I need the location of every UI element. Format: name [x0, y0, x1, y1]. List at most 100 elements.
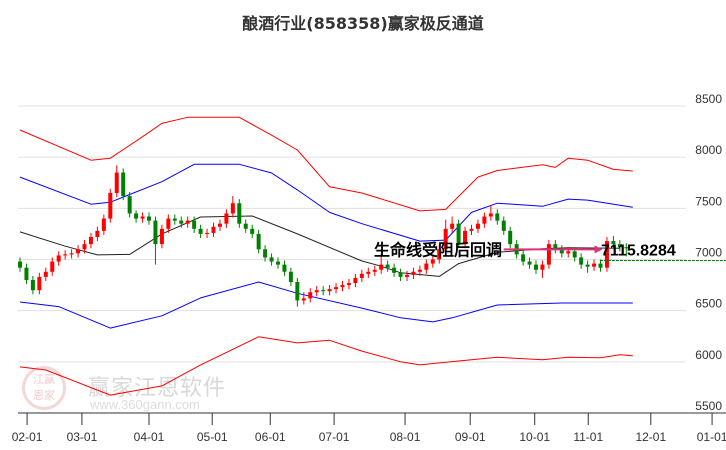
- candle-up: [63, 254, 68, 256]
- candle-down: [192, 220, 197, 229]
- y-tick-label: 8000: [695, 143, 722, 157]
- candle-up: [50, 261, 55, 272]
- candle-down: [282, 264, 287, 272]
- x-tick-label: 08-01: [390, 430, 421, 444]
- candle-down: [179, 220, 184, 224]
- candle-down: [172, 218, 177, 221]
- candle-down: [624, 247, 629, 249]
- x-tick-label: 09-01: [455, 430, 486, 444]
- candle-down: [269, 257, 274, 262]
- candle-up: [95, 230, 100, 237]
- x-tick-label: 12-01: [635, 430, 666, 444]
- candle-down: [237, 203, 242, 224]
- candle-up: [56, 255, 61, 262]
- candle-up: [230, 203, 235, 214]
- candle-up: [604, 241, 609, 268]
- x-tick-label: 01-01: [697, 430, 726, 444]
- candle-up: [224, 213, 229, 224]
- candle-up: [82, 244, 87, 250]
- candle-up: [108, 192, 113, 219]
- band-outer-upper: [19, 116, 633, 212]
- candle-up: [308, 292, 313, 299]
- arrow-head-icon: [594, 245, 603, 254]
- candle-down: [579, 257, 584, 265]
- candle-down: [553, 244, 558, 250]
- candle-up: [540, 264, 545, 270]
- candle-up: [488, 213, 493, 217]
- candle-up: [450, 223, 455, 229]
- band-inner-upper: [19, 163, 633, 242]
- candle-up: [76, 249, 81, 254]
- y-tick-label: 7000: [695, 246, 722, 260]
- candle-up: [327, 289, 332, 292]
- candle-down: [256, 233, 261, 250]
- y-tick-label: 5500: [695, 399, 722, 413]
- y-tick-label: 6500: [695, 297, 722, 311]
- candle-up: [411, 271, 416, 275]
- band-outer-lower: [19, 336, 633, 396]
- candle-down: [585, 264, 590, 267]
- y-tick-label: 6000: [695, 348, 722, 362]
- candle-down: [534, 264, 538, 270]
- last-price-label: 7115.8284: [601, 242, 676, 259]
- candle-down: [147, 216, 151, 221]
- candle-down: [30, 279, 35, 291]
- candle-up: [379, 264, 384, 270]
- candle-down: [198, 228, 203, 234]
- candle-up: [475, 223, 480, 229]
- band-inner-lower: [19, 281, 633, 329]
- candle-up: [140, 216, 145, 219]
- candle-down: [501, 220, 506, 231]
- candle-down: [495, 213, 500, 221]
- candle-down: [243, 223, 248, 229]
- x-tick-label: 11-01: [573, 430, 603, 444]
- candle-down: [24, 267, 29, 280]
- candle-up: [592, 263, 597, 267]
- candle-up: [469, 228, 474, 231]
- candle-up: [334, 287, 339, 290]
- candle-up: [437, 249, 442, 260]
- candle-up: [301, 298, 306, 301]
- x-tick-label: 05-01: [197, 430, 228, 444]
- candle-up: [37, 276, 42, 291]
- candle-down: [598, 263, 603, 268]
- watermark-brand: 赢家江恩软件: [88, 376, 227, 401]
- candle-up: [205, 232, 210, 234]
- candle-up: [114, 172, 119, 193]
- candle-up: [346, 283, 351, 286]
- candle-up: [359, 273, 364, 278]
- candle-up: [340, 285, 345, 288]
- candle-up: [482, 216, 487, 224]
- x-tick-label: 06-01: [255, 430, 286, 444]
- candle-up: [211, 226, 216, 233]
- annotation-text: 生命线受阻后回调: [374, 240, 502, 259]
- candle-up: [353, 277, 358, 284]
- x-tick-label: 02-01: [12, 430, 43, 444]
- candle-down: [521, 254, 526, 262]
- chart-title: 酿酒行业(858358)赢家极反通道: [242, 14, 484, 33]
- candle-down: [611, 241, 616, 245]
- x-tick-label: 10-01: [519, 430, 550, 444]
- candle-up: [185, 220, 190, 224]
- candle-up: [88, 236, 93, 245]
- candle-down: [276, 261, 280, 265]
- candle-up: [314, 290, 319, 293]
- candle-up: [405, 274, 409, 277]
- candle-up: [166, 218, 171, 229]
- candle-down: [321, 290, 326, 292]
- candle-down: [456, 223, 461, 245]
- candle-up: [101, 218, 106, 231]
- candle-up: [430, 259, 435, 264]
- candle-down: [295, 282, 300, 301]
- candle-up: [217, 223, 222, 227]
- y-tick-label: 7500: [695, 194, 722, 208]
- candle-down: [508, 230, 513, 245]
- x-tick-label: 07-01: [319, 430, 350, 444]
- x-tick-label: 03-01: [67, 430, 98, 444]
- watermark-logo: 江赢 恩家: [22, 366, 66, 410]
- candle-up: [372, 269, 377, 272]
- candle-up: [417, 269, 422, 272]
- candle-up: [566, 251, 571, 254]
- x-tick-label: 04-01: [134, 430, 165, 444]
